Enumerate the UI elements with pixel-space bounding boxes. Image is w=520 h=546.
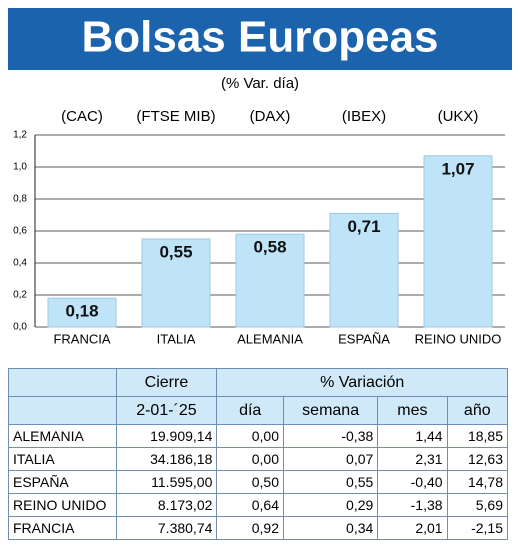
x-tick-label: FRANCIA bbox=[53, 331, 110, 346]
table-cell: 1,44 bbox=[377, 424, 448, 448]
table-cell: 14,78 bbox=[446, 470, 509, 494]
data-label: 0,18 bbox=[65, 302, 98, 321]
data-label: 1,07 bbox=[441, 159, 474, 178]
table-cell bbox=[8, 396, 117, 425]
table-cell: % Variación bbox=[216, 368, 508, 397]
table-cell: 34.186,18 bbox=[115, 447, 218, 471]
bar bbox=[141, 238, 211, 328]
bar bbox=[47, 297, 117, 328]
table-row: ESPAÑA 11.595,00 0,50 0,55 -0,40 14,78 bbox=[8, 470, 509, 494]
x-tick-label: ITALIA bbox=[157, 331, 196, 346]
x-tick-label: ESPAÑA bbox=[338, 331, 390, 346]
table-cell: 5,69 bbox=[446, 493, 509, 517]
table-cell: -0,38 bbox=[282, 424, 379, 448]
table-cell: 8.173,02 bbox=[115, 493, 218, 517]
table-cell: 2-01-´25 bbox=[115, 396, 218, 425]
table-cell: 0,64 bbox=[216, 493, 284, 517]
table-cell: 0,92 bbox=[216, 516, 284, 540]
table-cell: 0,29 bbox=[282, 493, 379, 517]
table-row: 2-01-´25 día semana mes año bbox=[8, 396, 509, 425]
index-name: (IBEX) bbox=[342, 108, 386, 125]
table-cell: 18,85 bbox=[446, 424, 509, 448]
table-cell bbox=[8, 368, 117, 397]
table-cell: 2,31 bbox=[377, 447, 448, 471]
data-label: 0,58 bbox=[253, 238, 286, 257]
table-row: ALEMANIA 19.909,14 0,00 -0,38 1,44 18,85 bbox=[8, 424, 509, 448]
table-cell: semana bbox=[282, 396, 379, 425]
table-cell: 0,55 bbox=[282, 470, 379, 494]
bar bbox=[329, 212, 399, 328]
y-tick-label: 0,0 bbox=[13, 322, 27, 333]
table-cell: mes bbox=[377, 396, 448, 425]
data-table: Cierre% Variación 2-01-´25 día semana mes año… bbox=[8, 368, 509, 540]
chart-subtitle: (% Var. día) bbox=[221, 75, 299, 92]
table-cell: 0,34 bbox=[282, 516, 379, 540]
index-name: (CAC) bbox=[61, 108, 103, 125]
data-label: 0,55 bbox=[159, 242, 192, 261]
table-cell: 0,50 bbox=[216, 470, 284, 494]
table-cell: -1,38 bbox=[377, 493, 448, 517]
bar bbox=[235, 233, 305, 328]
table-cell: 7.380,74 bbox=[115, 516, 218, 540]
title-banner bbox=[8, 8, 512, 70]
table-cell: año bbox=[446, 396, 509, 425]
y-tick-label: 0,6 bbox=[13, 226, 27, 237]
table-cell: FRANCIA bbox=[8, 516, 117, 540]
y-tick-label: 0,8 bbox=[13, 194, 27, 205]
table-cell: 12,63 bbox=[446, 447, 509, 471]
table-cell: 0,00 bbox=[216, 424, 284, 448]
table-cell: día bbox=[216, 396, 284, 425]
table-cell: -2,15 bbox=[446, 516, 509, 540]
table-cell: 0,07 bbox=[282, 447, 379, 471]
table-cell: ALEMANIA bbox=[8, 424, 117, 448]
index-name: (FTSE MIB) bbox=[136, 108, 215, 125]
table-cell: REINO UNIDO bbox=[8, 493, 117, 517]
y-tick-label: 0,4 bbox=[13, 258, 27, 269]
chart: Bolsas Europeas (% Var. día) 0,0 0,2 0,4 0,… bbox=[8, 8, 512, 346]
chart-title: Bolsas Europeas bbox=[81, 13, 438, 62]
y-tick-label: 0,2 bbox=[13, 290, 27, 301]
table-cell: -0,40 bbox=[377, 470, 448, 494]
table-row: FRANCIA 7.380,74 0,92 0,34 2,01 -2,15 bbox=[8, 516, 509, 540]
x-tick-label: REINO UNIDO bbox=[415, 331, 502, 346]
table-cell: 2,01 bbox=[377, 516, 448, 540]
table-cell: 11.595,00 bbox=[115, 470, 218, 494]
x-tick-label: ALEMANIA bbox=[237, 331, 303, 346]
index-name: (UKX) bbox=[438, 108, 479, 125]
data-label: 0,71 bbox=[347, 217, 380, 236]
table-cell: 0,00 bbox=[216, 447, 284, 471]
table-cell: 19.909,14 bbox=[115, 424, 218, 448]
table-row: ITALIA 34.186,18 0,00 0,07 2,31 12,63 bbox=[8, 447, 509, 471]
table-row: REINO UNIDO 8.173,02 0,64 0,29 -1,38 5,69 bbox=[8, 493, 509, 517]
table-cell: Cierre bbox=[115, 368, 218, 397]
table-cell: ITALIA bbox=[8, 447, 117, 471]
y-tick-label: 1,0 bbox=[13, 162, 27, 173]
y-tick-label: 1,2 bbox=[13, 130, 27, 141]
index-name: (DAX) bbox=[250, 108, 291, 125]
table-row: Cierre% Variación bbox=[8, 368, 508, 397]
bar bbox=[423, 155, 493, 328]
table-cell: ESPAÑA bbox=[8, 470, 117, 494]
